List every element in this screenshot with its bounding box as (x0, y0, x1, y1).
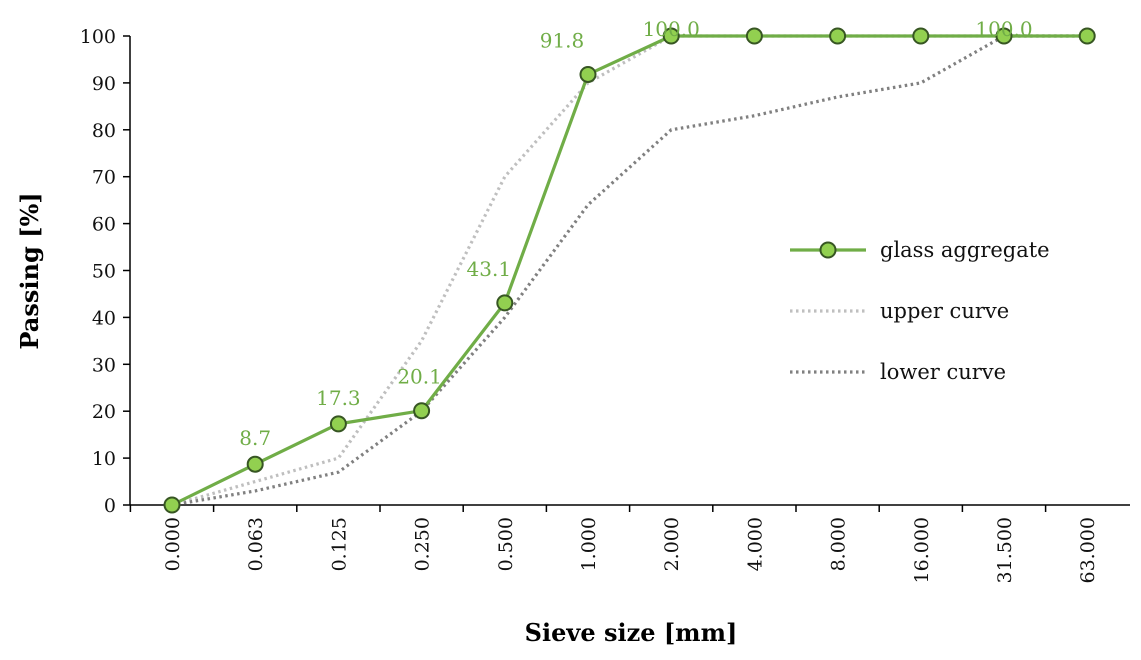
x-ticks: 0.000 0.063 0.125 0.250 0.500 1.000 2.000 4.000… (129, 505, 1099, 583)
data-label: 8.7 (239, 426, 271, 450)
series-line-lower-curve (171, 34, 1088, 507)
x-tick-label: 8.000 (828, 517, 850, 571)
data-label: 43.1 (467, 257, 512, 281)
data-point (912, 27, 930, 45)
legend-swatch-marker (819, 241, 837, 259)
x-tick-label: 4.000 (744, 517, 766, 571)
x-tick-label: 31.500 (994, 517, 1016, 583)
legend-label: upper curve (880, 299, 1009, 323)
x-tick-label: 63.000 (1077, 517, 1099, 583)
data-label: 20.1 (397, 365, 442, 389)
series-line-upper-curve (171, 34, 1088, 507)
data-point (496, 294, 514, 312)
y-tick-label: 80 (92, 120, 116, 142)
y-ticks: 0 10 20 30 40 50 60 70 80 90 100 (80, 26, 130, 517)
data-labels: 8.7 17.3 20.1 43.1 91.8 100.0 100.0 (239, 17, 1032, 450)
y-tick-label: 40 (92, 307, 116, 329)
x-tick-label: 0.125 (328, 517, 350, 571)
data-point (329, 415, 347, 433)
data-point (1078, 27, 1096, 45)
data-point (246, 455, 264, 473)
y-tick-label: 100 (80, 26, 116, 48)
x-tick-label: 1.000 (578, 517, 600, 571)
series-lines (171, 34, 1088, 507)
data-point (662, 27, 680, 45)
legend-label: lower curve (880, 360, 1006, 384)
data-label: 91.8 (540, 28, 585, 52)
data-point (745, 27, 763, 45)
y-tick-label: 90 (92, 73, 116, 95)
x-tick-label: 0.500 (495, 517, 517, 571)
y-tick-label: 30 (92, 354, 116, 376)
y-tick-label: 60 (92, 214, 116, 236)
legend: glass aggregate upper curve lower curve (790, 238, 1050, 384)
y-axis-title: Passing [%] (15, 192, 44, 349)
x-tick-label: 2.000 (661, 517, 683, 571)
data-point (163, 496, 181, 514)
data-point (829, 27, 847, 45)
data-point (995, 27, 1013, 45)
y-tick-label: 50 (92, 261, 116, 283)
data-label: 100.0 (975, 17, 1032, 41)
y-tick-label: 20 (92, 401, 116, 423)
y-tick-label: 10 (92, 448, 116, 470)
series-line-glass-aggregate (171, 34, 1088, 507)
data-point (579, 65, 597, 83)
y-tick-label: 70 (92, 167, 116, 189)
markers (163, 27, 1096, 514)
x-tick-label: 0.000 (162, 517, 184, 571)
x-tick-label: 16.000 (911, 517, 933, 583)
y-tick-label: 0 (104, 495, 116, 517)
x-axis-title: Sieve size [mm] (525, 618, 738, 647)
x-tick-label: 0.063 (245, 517, 267, 571)
data-label: 17.3 (316, 386, 361, 410)
legend-label: glass aggregate (880, 238, 1050, 262)
x-tick-label: 0.250 (412, 517, 434, 571)
data-point (413, 402, 431, 420)
axes (129, 36, 1130, 506)
data-label: 100.0 (643, 17, 700, 41)
